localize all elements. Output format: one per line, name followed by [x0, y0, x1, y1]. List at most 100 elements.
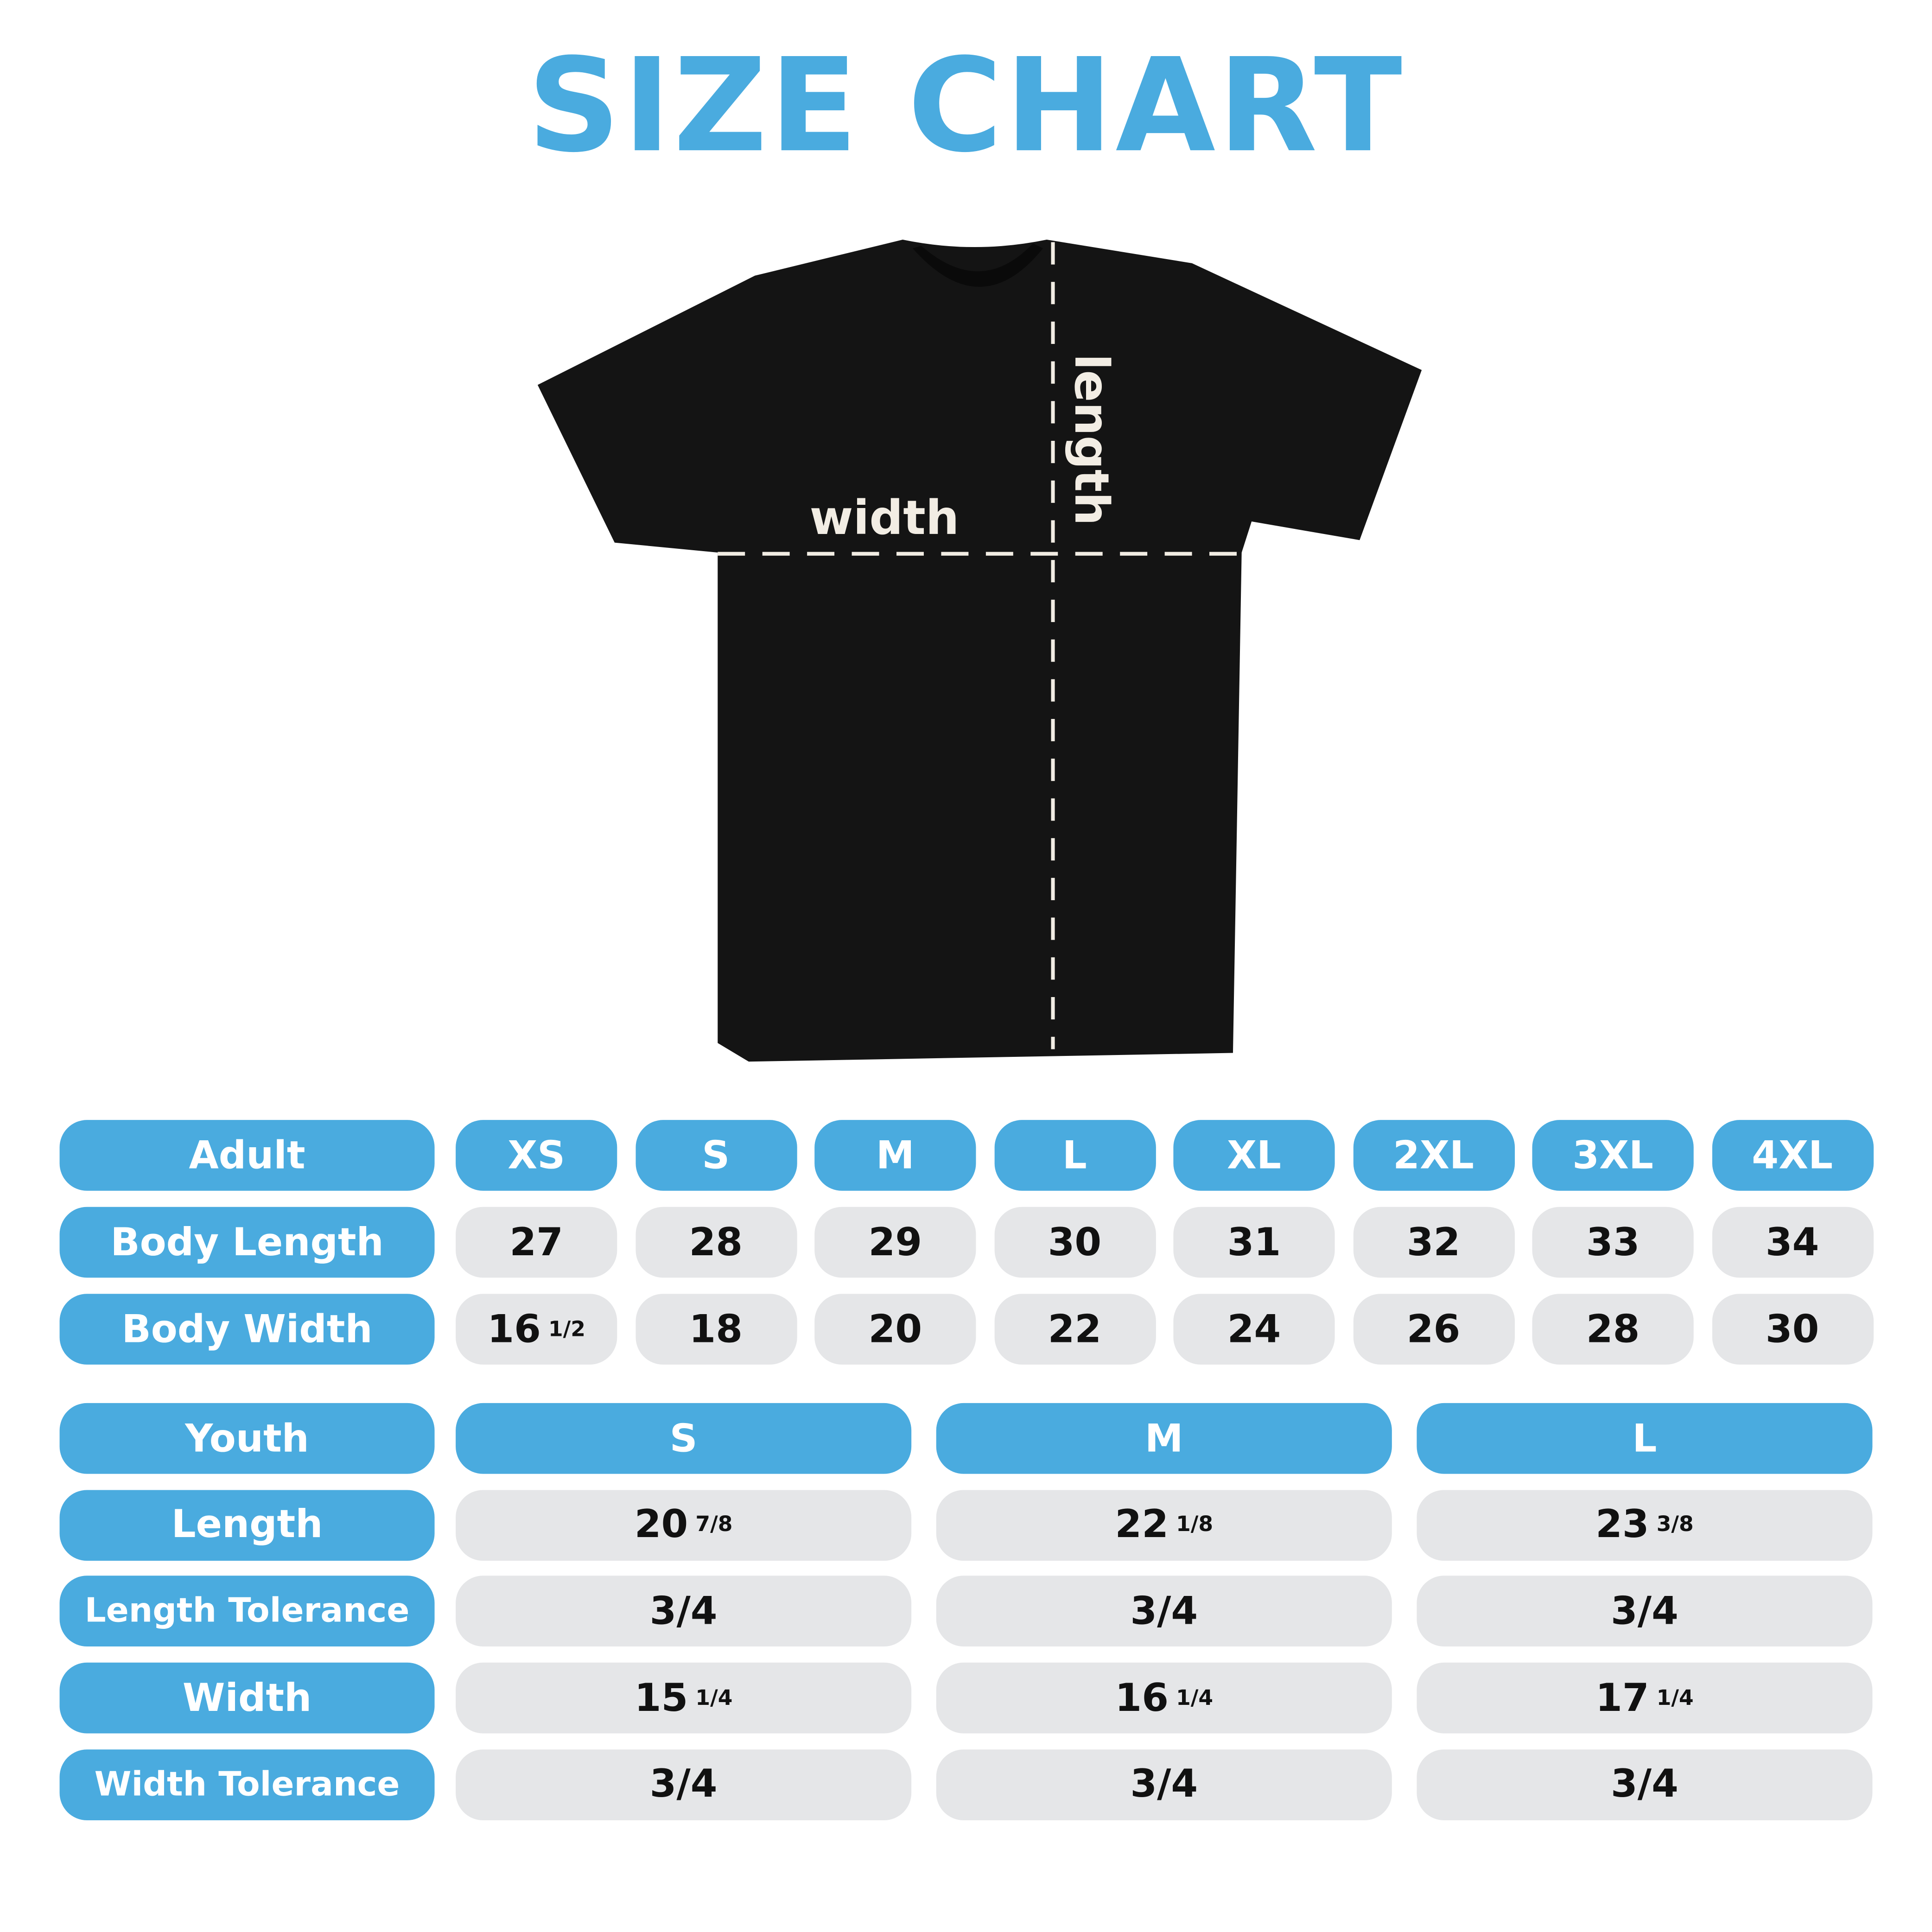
table-cell: 16 1/2 [456, 1294, 617, 1365]
cell-value: 3/4 [1130, 1589, 1198, 1634]
table-cell: 31 [1173, 1207, 1335, 1278]
cell-value: 3/4 [1610, 1762, 1678, 1807]
cell-value: 20 [868, 1307, 922, 1352]
size-header: 2XL [1353, 1120, 1514, 1191]
table-cell: 3/4 [936, 1749, 1392, 1820]
cell-value: Body Width [121, 1307, 373, 1352]
length-label: length [1064, 354, 1119, 525]
cell-value: S [669, 1416, 698, 1461]
cell-value: 30 [1765, 1307, 1819, 1352]
cell-value: L [1062, 1133, 1087, 1178]
row-label: Width Tolerance [59, 1749, 435, 1820]
table-cell: 3/4 [456, 1576, 912, 1647]
cell-fraction: 1/4 [695, 1685, 733, 1711]
cell-value: 3XL [1572, 1133, 1653, 1178]
table-cell: 30 [1711, 1294, 1873, 1365]
table-cell: 28 [635, 1207, 797, 1278]
cell-value: 32 [1406, 1220, 1461, 1265]
table-cell: 28 [1532, 1294, 1694, 1365]
table-cell: 23 3/8 [1417, 1489, 1873, 1561]
cell-value: 20 [634, 1502, 688, 1548]
cell-value: 3/4 [1130, 1762, 1198, 1807]
cell-value: Adult [189, 1133, 305, 1178]
cell-value: Youth [185, 1416, 309, 1461]
cell-value: 28 [1586, 1307, 1640, 1352]
cell-value: 26 [1406, 1307, 1461, 1352]
cell-value: 3/4 [1610, 1589, 1678, 1634]
cell-value: L [1632, 1416, 1657, 1461]
table-cell: 16 1/4 [936, 1663, 1392, 1734]
cell-value: M [1144, 1416, 1183, 1461]
table-cell: 22 [994, 1294, 1156, 1365]
table-cell: 22 1/8 [936, 1489, 1392, 1561]
cell-value: 4XL [1752, 1133, 1833, 1178]
table-cell: 20 7/8 [456, 1489, 912, 1561]
page-title: SIZE CHART [527, 30, 1405, 182]
cell-value: 29 [868, 1220, 922, 1265]
cell-value: Length [171, 1502, 323, 1548]
table-cell: 24 [1173, 1294, 1335, 1365]
row-label: Length Tolerance [59, 1576, 435, 1647]
cell-value: M [876, 1133, 915, 1178]
cell-value: 17 [1595, 1676, 1649, 1721]
cell-fraction: 1/8 [1176, 1513, 1214, 1538]
cell-value: 28 [689, 1220, 743, 1265]
cell-value: 16 [1115, 1676, 1169, 1721]
table-cell: 33 [1532, 1207, 1694, 1278]
cell-value: 33 [1586, 1220, 1640, 1265]
size-header: L [1417, 1403, 1873, 1474]
adult-header: Adult [59, 1120, 435, 1191]
cell-value: 18 [689, 1307, 743, 1352]
cell-fraction: 3/8 [1656, 1513, 1694, 1538]
cell-value: 3/4 [649, 1589, 718, 1634]
tshirt-icon [537, 239, 1422, 1062]
cell-value: 22 [1048, 1307, 1102, 1352]
row-label: Width [59, 1663, 435, 1734]
cell-value: 2XL [1393, 1133, 1474, 1178]
cell-value: Body Length [110, 1220, 384, 1265]
size-header: 4XL [1711, 1120, 1873, 1191]
cell-fraction: 7/8 [695, 1513, 733, 1538]
cell-value: Length Tolerance [84, 1592, 410, 1631]
cell-value: 34 [1765, 1220, 1819, 1265]
table-cell: 17 1/4 [1417, 1663, 1873, 1734]
table-cell: 15 1/4 [456, 1663, 912, 1734]
table-cell: 34 [1711, 1207, 1873, 1278]
cell-value: 23 [1595, 1502, 1649, 1548]
cell-value: 3/4 [649, 1762, 718, 1807]
table-cell: 32 [1353, 1207, 1514, 1278]
table-cell: 27 [456, 1207, 617, 1278]
cell-value: 15 [634, 1676, 688, 1721]
size-header: 3XL [1532, 1120, 1694, 1191]
row-label: Body Length [59, 1207, 435, 1278]
cell-value: 24 [1227, 1307, 1281, 1352]
cell-fraction: 1/4 [1176, 1685, 1214, 1711]
table-cell: 3/4 [456, 1749, 912, 1820]
cell-value: 22 [1115, 1502, 1169, 1548]
table-cell: 3/4 [936, 1576, 1392, 1647]
cell-value: Width [182, 1676, 312, 1721]
cell-value: 27 [509, 1220, 563, 1265]
cell-value: Width Tolerance [94, 1765, 400, 1804]
youth-header: Youth [59, 1403, 435, 1474]
table-cell: 26 [1353, 1294, 1514, 1365]
cell-fraction: 1/4 [1656, 1685, 1694, 1711]
width-label: width [810, 491, 960, 546]
table-cell: 29 [814, 1207, 976, 1278]
table-cell: 30 [994, 1207, 1156, 1278]
size-header: M [936, 1403, 1392, 1474]
row-label: Length [59, 1489, 435, 1561]
row-label: Body Width [59, 1294, 435, 1365]
size-header: XL [1173, 1120, 1335, 1191]
tshirt-diagram: width length [537, 239, 1422, 1062]
cell-value: XL [1227, 1133, 1281, 1178]
size-header: M [814, 1120, 976, 1191]
cell-value: S [702, 1133, 730, 1178]
size-header: L [994, 1120, 1156, 1191]
size-header: S [456, 1403, 912, 1474]
table-cell: 3/4 [1417, 1749, 1873, 1820]
size-header: XS [456, 1120, 617, 1191]
cell-value: 31 [1227, 1220, 1281, 1265]
cell-fraction: 1/2 [548, 1316, 586, 1342]
